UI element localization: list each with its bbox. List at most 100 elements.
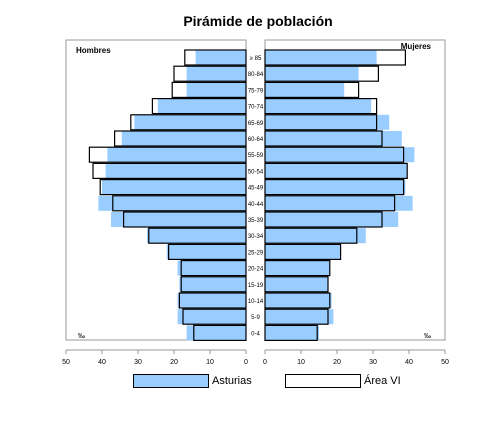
women-tick-label: 50 [441, 359, 449, 366]
men-tick-label: 10 [206, 359, 214, 366]
bar-area-vi-women [264, 114, 378, 131]
women-tick-label: 20 [333, 359, 341, 366]
bar-area-vi-men [180, 276, 247, 293]
bar-asturias-men [177, 260, 246, 276]
age-group-label: 70-74 [248, 105, 264, 111]
bar-area-vi-women [264, 49, 406, 66]
bar-asturias-men [186, 325, 246, 341]
men-unit-label: ‰ [78, 333, 85, 340]
bar-asturias-men [134, 114, 246, 130]
men-axis-ticks: 50 40 30 20 10 0 [62, 350, 248, 366]
bar-asturias-women [265, 293, 332, 308]
women-unit-label: ‰ [424, 333, 431, 340]
men-tick-label: 50 [62, 359, 70, 366]
age-group-label: 20-24 [248, 267, 264, 273]
bar-asturias-men [121, 131, 246, 146]
age-group-label: 50-54 [248, 169, 264, 175]
bar-area-vi-men [148, 227, 247, 244]
bar-asturias-men [102, 179, 246, 195]
legend-item-area-vi: Área VI [285, 373, 401, 389]
bar-asturias-women [265, 163, 408, 179]
bar-asturias-men [177, 293, 246, 308]
legend-swatch-asturias [133, 374, 209, 388]
bar-asturias-men [105, 163, 246, 179]
bar-asturias-men [186, 66, 246, 82]
age-group-label: 10-14 [248, 299, 264, 305]
bar-asturias-women [265, 276, 328, 292]
bar-area-vi-women [264, 276, 329, 293]
age-group-label: 55-59 [248, 153, 264, 159]
bar-area-vi-women [264, 260, 331, 277]
legend-label-asturias: Asturias [212, 375, 252, 387]
age-group-label: 60-64 [248, 137, 264, 143]
bar-area-vi-women [264, 179, 405, 196]
bar-area-vi-men [88, 146, 247, 163]
bar-asturias-men [107, 147, 247, 163]
age-group-labels: ≥ 85 80-84 75-79 70-74 65-69 60-64 55-59 50-54 4… [248, 56, 264, 337]
bar-area-vi-women [264, 211, 383, 228]
bar-asturias-men [195, 50, 246, 65]
bar-asturias-women [265, 131, 402, 146]
bar-area-vi-men [193, 324, 247, 341]
men-tick-label: 30 [134, 359, 142, 366]
bar-asturias-men [186, 82, 246, 98]
bar-asturias-women [265, 179, 406, 195]
bar-asturias-women [265, 66, 359, 82]
bar-asturias-women [265, 114, 390, 130]
bar-area-vi-men [171, 81, 247, 99]
bar-asturias-men [179, 276, 246, 292]
age-group-label: 5-9 [251, 315, 260, 321]
bar-area-vi-men [173, 65, 247, 82]
bar-area-vi-women [264, 97, 378, 115]
legend-swatch-area-vi [285, 374, 361, 388]
bar-asturias-women [265, 147, 415, 163]
bar-asturias-women [265, 98, 372, 114]
men-tick-label: 40 [98, 359, 106, 366]
women-tick-label: 40 [405, 359, 413, 366]
bar-asturias-men [111, 212, 246, 227]
bar-asturias-men [157, 98, 246, 114]
men-side-label: Hombres [76, 46, 111, 55]
bar-asturias-women [265, 82, 345, 98]
bar-area-vi-women [264, 292, 331, 309]
women-axis-ticks: 50 40 30 20 10 0 [263, 350, 449, 366]
bar-area-vi-men [130, 114, 247, 131]
bar-area-vi-men [168, 243, 247, 260]
legend-label-area-vi: Área VI [364, 375, 401, 387]
age-group-label: 30-34 [248, 234, 264, 240]
bar-area-vi-men [112, 195, 247, 212]
bar-asturias-women [265, 244, 341, 260]
bar-asturias-women [265, 195, 413, 211]
bar-asturias-men [177, 309, 246, 325]
age-group-label: 25-29 [248, 250, 264, 256]
age-group-label: 45-49 [248, 186, 264, 192]
bar-area-vi-women [264, 146, 405, 163]
age-group-label: 75-79 [248, 88, 264, 94]
bar-area-vi-women [264, 243, 342, 260]
bar-area-vi-women [264, 308, 329, 325]
bar-area-vi-women [264, 195, 396, 212]
bar-area-vi-men [180, 260, 247, 277]
bar-asturias-women [265, 212, 399, 227]
bar-area-vi-women [264, 130, 383, 147]
age-group-label: 80-84 [248, 72, 264, 78]
asturias-bars [98, 50, 415, 341]
age-group-label: 15-19 [248, 283, 264, 289]
age-group-label: 65-69 [248, 121, 264, 127]
bar-asturias-men [147, 228, 246, 244]
men-tick-label: 0 [244, 359, 248, 366]
women-side-label: Mujeres [401, 42, 432, 51]
chart-title: Pirámide de población [183, 13, 332, 29]
women-tick-label: 0 [263, 359, 267, 366]
bar-area-vi-women [264, 324, 318, 341]
age-group-label: 40-44 [248, 202, 264, 208]
bar-area-vi-men [151, 97, 247, 115]
bar-area-vi-men [92, 162, 247, 179]
men-tick-label: 20 [170, 359, 178, 366]
bar-area-vi-women [264, 162, 408, 179]
bar-asturias-men [166, 244, 246, 260]
age-group-label: 0-4 [251, 331, 260, 337]
bar-area-vi-men [178, 292, 247, 309]
bar-area-vi-men [182, 308, 247, 325]
